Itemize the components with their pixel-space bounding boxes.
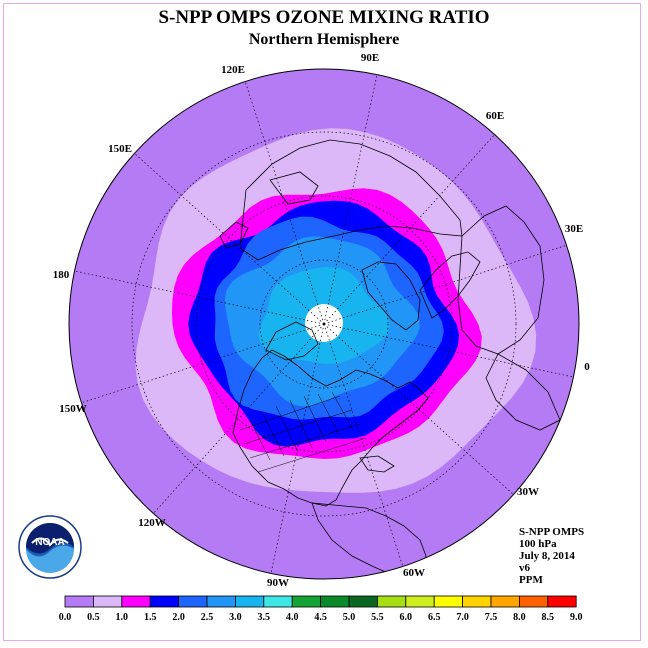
meridian-line	[134, 153, 325, 325]
meridian-line	[74, 270, 325, 325]
map-disk	[69, 69, 579, 579]
equator-boundary	[68, 68, 580, 580]
meridian-line	[81, 323, 325, 404]
info-version: v6	[519, 562, 530, 574]
asia-arctic-coast	[239, 139, 463, 261]
caribbean-islands	[359, 455, 395, 473]
coastlines	[219, 139, 561, 579]
map-subtitle: Northern Hemisphere	[248, 31, 400, 48]
info-units: PPM	[519, 574, 543, 586]
meridian-line	[323, 323, 574, 378]
longitude-label: 30W	[517, 486, 539, 498]
longitude-label: 30E	[565, 223, 583, 235]
info-block: S-NPP OMPS 100 hPa July 8, 2014 v6 PPM	[519, 526, 584, 586]
longitude-label: 0	[584, 361, 590, 373]
longitude-label: 120E	[221, 64, 245, 76]
latitude-circle-50n	[195, 195, 453, 453]
meridian-line	[323, 134, 495, 325]
longitude-label: 120W	[138, 517, 166, 529]
africa-north-coast	[485, 353, 561, 431]
longitude-label: 60W	[403, 567, 425, 579]
latitude-circle-70n	[259, 259, 389, 389]
graticule	[74, 74, 574, 574]
longitude-label: 150E	[108, 143, 132, 155]
noaa-logo-text: NOAA	[35, 537, 64, 548]
greenland-coast	[361, 261, 421, 331]
scandinavia-coast	[419, 251, 481, 319]
meridian-line	[323, 74, 378, 325]
info-date: July 8, 2014	[519, 550, 575, 562]
bering-coast	[219, 221, 249, 249]
meridian-line	[153, 323, 325, 514]
meridian-line	[270, 323, 325, 574]
meridian-line	[323, 244, 567, 325]
info-satellite: S-NPP OMPS	[519, 526, 585, 538]
longitude-label: 180	[53, 269, 70, 281]
map-title: S-NPP OMPS OZONE MIXING RATIO	[158, 7, 490, 28]
arctic-archipelago	[265, 321, 319, 361]
page-border	[3, 3, 641, 641]
info-pressure-level: 100 hPa	[519, 538, 557, 550]
meridian-line	[323, 323, 404, 567]
longitude-label: 60E	[486, 110, 504, 122]
longitude-labels: 90E 60E 30E 0 30W 60W 90W 120W 150W 180 150E 120E	[53, 52, 591, 589]
longitude-label: 90E	[361, 52, 379, 64]
siberia-inner-coast	[269, 171, 319, 205]
eurasia-west-coast	[457, 205, 545, 355]
north-america-coast	[232, 349, 429, 507]
meridian-lines	[74, 74, 574, 574]
us-states	[239, 391, 367, 473]
meridian-line	[244, 81, 325, 325]
meridian-line	[323, 323, 514, 495]
latitude-circle-30n	[131, 131, 517, 517]
longitude-label: 150W	[59, 403, 87, 415]
longitude-label: 90W	[267, 577, 289, 589]
noaa-logo: NOAA	[18, 515, 82, 579]
